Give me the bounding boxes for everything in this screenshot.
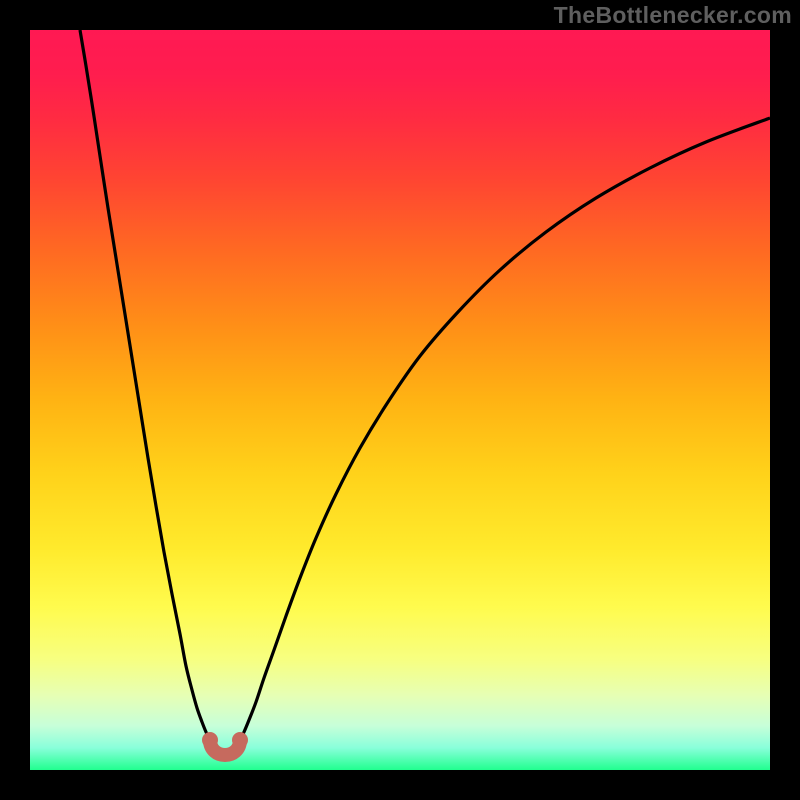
chart-container: TheBottlenecker.com xyxy=(0,0,800,800)
watermark-text: TheBottlenecker.com xyxy=(554,2,792,29)
chart-border xyxy=(0,0,800,800)
